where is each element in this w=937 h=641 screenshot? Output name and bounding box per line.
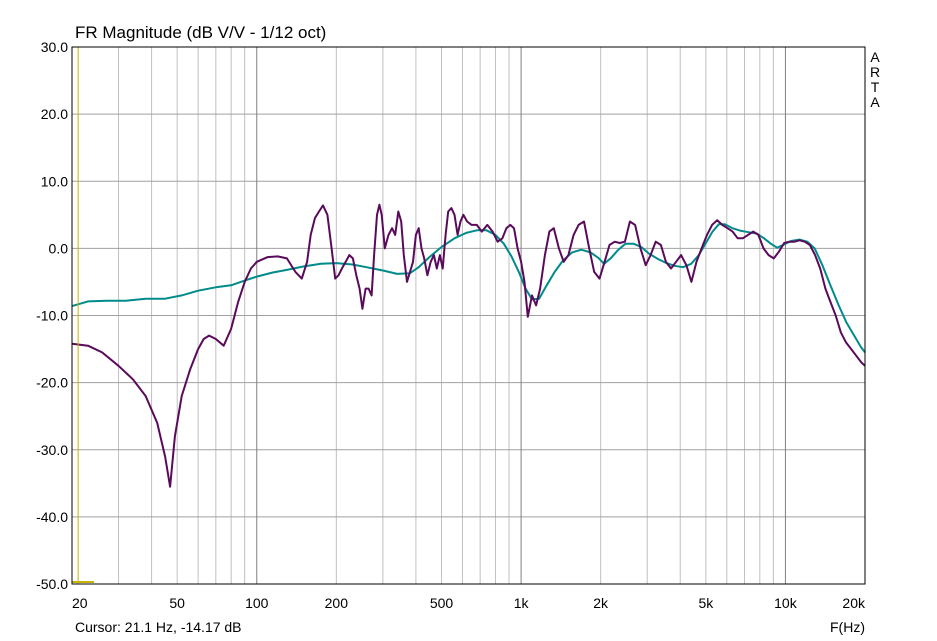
grid-minor <box>72 47 865 584</box>
brand-letter: A <box>870 94 880 110</box>
y-tick-label: 0.0 <box>49 240 69 256</box>
series-layer <box>71 203 866 488</box>
y-tick-label: 10.0 <box>41 173 68 189</box>
y-tick-label: 30.0 <box>41 39 68 55</box>
x-tick-label: 5k <box>698 595 714 611</box>
x-tick-label: 1k <box>514 595 530 611</box>
x-tick-label: 100 <box>245 595 269 611</box>
series-line-smoothed <box>71 223 866 354</box>
x-tick-label: 200 <box>325 595 349 611</box>
x-tick-label: 20k <box>842 595 866 611</box>
brand-letter: A <box>870 49 880 65</box>
x-tick-label: 500 <box>430 595 454 611</box>
grid-major <box>256 47 786 584</box>
plot-frame <box>71 46 866 585</box>
y-tick-label: -30.0 <box>36 442 68 458</box>
x-axis-label: F(Hz) <box>830 619 865 635</box>
y-tick-label: 20.0 <box>41 106 68 122</box>
cursor-readout: Cursor: 21.1 Hz, -14.17 dB <box>75 619 242 635</box>
brand-letter: T <box>871 79 880 95</box>
x-tick-label: 2k <box>593 595 609 611</box>
y-axis-tick-labels: 30.0 20.0 10.0 0.0 -10.0 -20.0 -30.0 -40.0 -50.0 <box>36 39 68 592</box>
y-tick-label: -50.0 <box>36 576 68 592</box>
series-line-measured <box>71 203 866 488</box>
y-tick-label: -40.0 <box>36 509 68 525</box>
x-tick-label: 50 <box>169 595 185 611</box>
cursor-layer <box>72 47 94 584</box>
brand-letter: R <box>870 64 880 80</box>
x-tick-label: 10k <box>774 595 798 611</box>
x-tick-label: 20 <box>72 595 88 611</box>
chart-title: FR Magnitude (dB V/V - 1/12 oct) <box>75 23 326 42</box>
y-tick-label: -20.0 <box>36 375 68 391</box>
x-axis-tick-labels: 20 50 100 200 500 1k 2k 5k 10k 20k <box>72 595 866 611</box>
y-tick-label: -10.0 <box>36 308 68 324</box>
